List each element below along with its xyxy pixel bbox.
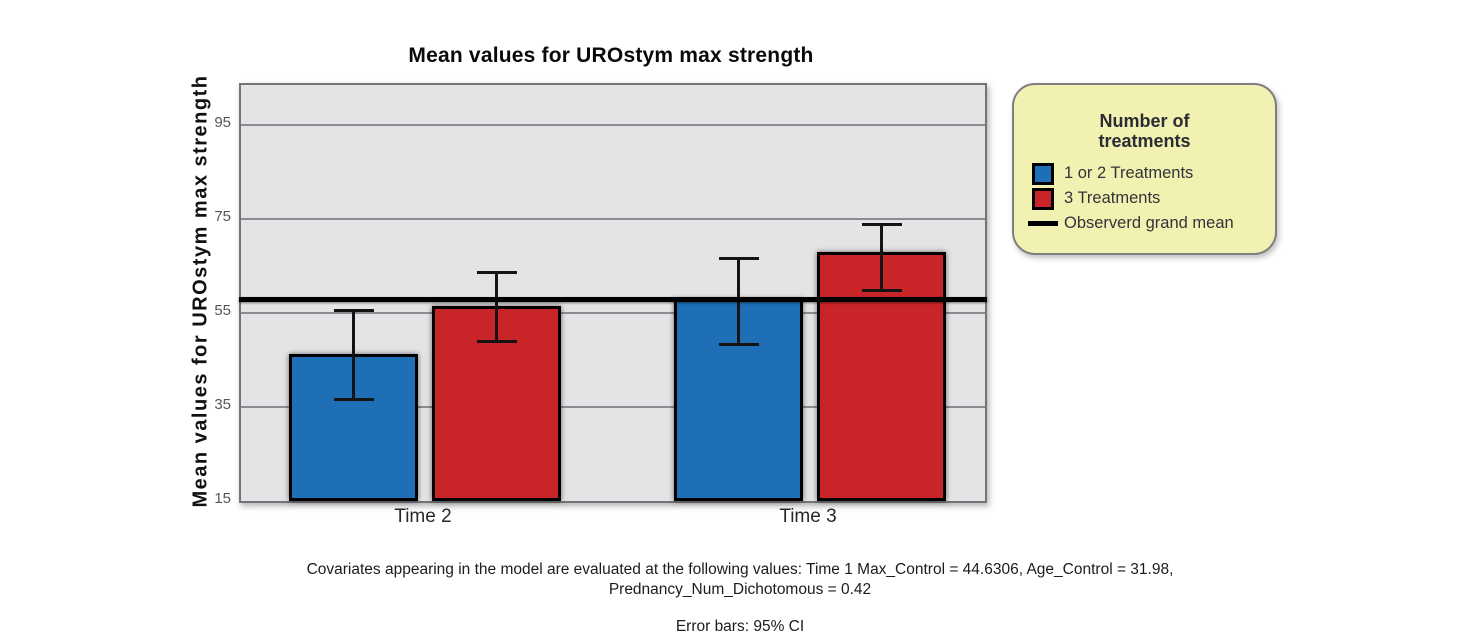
- legend-item-label: 3 Treatments: [1064, 189, 1161, 207]
- covariates-footnote: Covariates appearing in the model are ev…: [0, 560, 1480, 600]
- legend: Number of treatments 1 or 2 Treatments 3…: [1012, 83, 1277, 255]
- legend-title: Number of treatments: [1014, 111, 1275, 151]
- plot-area: [239, 83, 987, 503]
- x-tick-label-time-3: Time 3: [779, 506, 837, 527]
- error-bar-line: [880, 223, 883, 291]
- legend-item-1-or-2-treatments: 1 or 2 Treatments: [1014, 161, 1275, 186]
- error-bar-bottom-cap: [476, 340, 517, 344]
- blue-square-swatch-icon: [1032, 162, 1054, 185]
- error-bar-bottom-cap: [333, 397, 374, 401]
- bar-red-time-2: [432, 306, 561, 501]
- covariates-footnote-line1: Covariates appearing in the model are ev…: [306, 561, 1174, 578]
- error-bar-line: [495, 272, 498, 343]
- gridline-35: [241, 405, 985, 408]
- legend-item-3-treatments: 3 Treatments: [1014, 186, 1275, 211]
- legend-items: 1 or 2 Treatments 3 Treatments Observerd…: [1014, 161, 1275, 236]
- gridline-75: [241, 217, 985, 220]
- chart-title: Mean values for UROstym max strength: [408, 44, 814, 67]
- y-tick-label-15: 15: [214, 490, 231, 507]
- error-bar-line: [352, 309, 355, 400]
- black-line-swatch-icon: [1028, 221, 1058, 226]
- gridline-95: [241, 123, 985, 126]
- y-tick-label-75: 75: [214, 207, 231, 225]
- red-square-swatch-icon: [1032, 187, 1054, 210]
- y-tick-label-55: 55: [214, 301, 231, 319]
- x-tick-label-time-2: Time 2: [394, 506, 452, 527]
- error-bar-bottom-cap: [861, 288, 902, 292]
- y-tick-label-95: 95: [214, 113, 231, 131]
- legend-item-label: Observerd grand mean: [1064, 214, 1234, 232]
- error-bar-bottom-cap: [718, 342, 759, 346]
- error-bar-top-cap: [718, 256, 759, 260]
- grand-mean-line: [239, 297, 987, 303]
- error-bar-top-cap: [476, 271, 517, 275]
- y-tick-label-35: 35: [214, 395, 231, 413]
- error-bar-top-cap: [861, 222, 902, 226]
- legend-title-line1: Number of: [1099, 111, 1190, 131]
- bar-red-time-3: [817, 251, 946, 501]
- error-bar-top-cap: [333, 308, 374, 312]
- gridline-55: [241, 311, 985, 314]
- legend-item-grand-mean: Observerd grand mean: [1014, 211, 1275, 236]
- legend-item-label: 1 or 2 Treatments: [1064, 164, 1194, 182]
- legend-title-line2: treatments: [1098, 131, 1191, 151]
- error-bars-footnote: Error bars: 95% CI: [675, 618, 805, 635]
- covariates-footnote-line2: Prednancy_Num_Dichotomous = 0.42: [608, 581, 872, 598]
- y-axis-label: Mean values for UROstym max strength: [189, 74, 212, 508]
